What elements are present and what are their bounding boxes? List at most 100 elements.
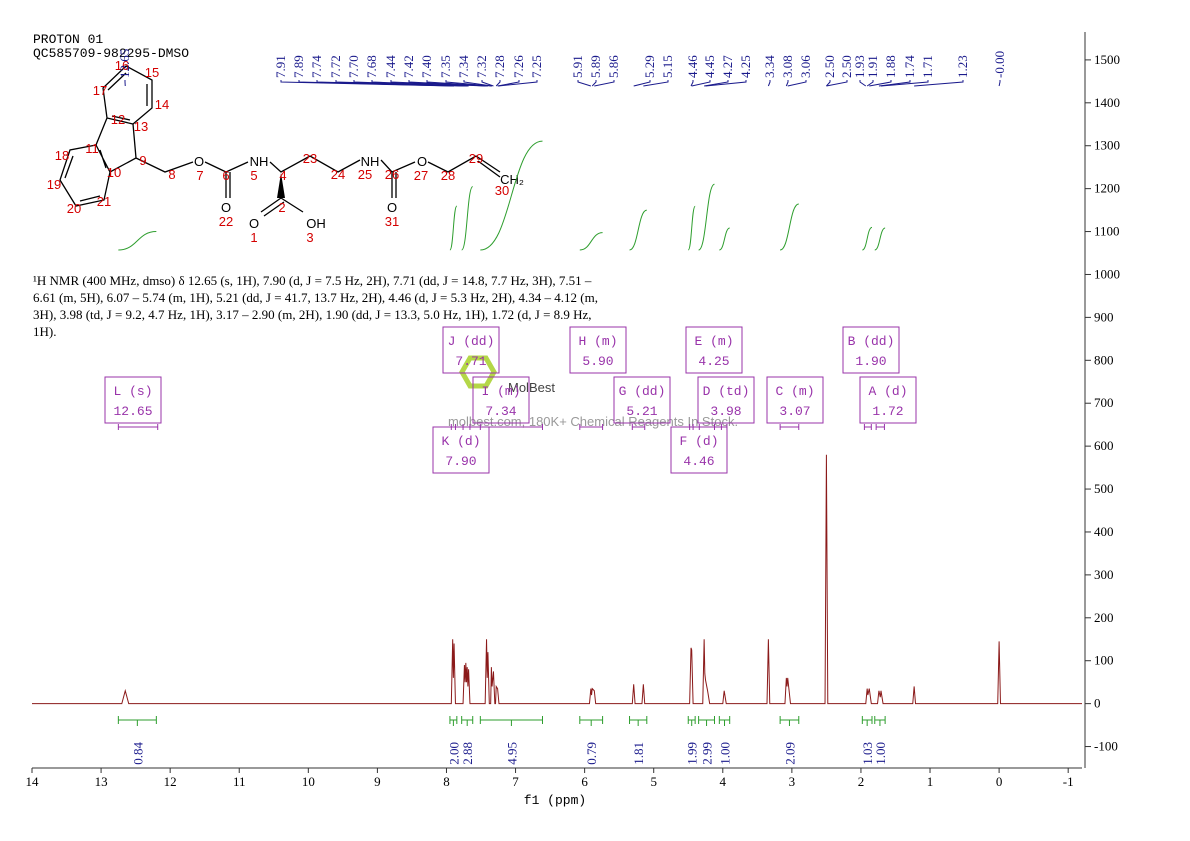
integral-label: 1.99 (685, 742, 700, 765)
peak-label: 7.89 (291, 55, 306, 78)
x-tick-label: 6 (581, 774, 588, 789)
watermark-logo (459, 355, 497, 389)
atom-number: 26 (385, 167, 399, 182)
multiplet-shift: 1.90 (855, 354, 886, 369)
peak-label: 4.45 (702, 55, 717, 78)
integral-curve (579, 232, 603, 251)
peak-label: 5.86 (606, 55, 621, 78)
multiplet-range (863, 424, 872, 430)
y-tick-label: 700 (1094, 395, 1114, 410)
multiplet-shift: 7.71 (455, 354, 486, 369)
atom-number: 13 (134, 119, 148, 134)
peak-label: 3.34 (762, 55, 777, 78)
integral-range (479, 716, 543, 726)
x-tick-label: 7 (512, 774, 519, 789)
multiplet-box (432, 426, 490, 474)
peak-leader (767, 80, 771, 87)
peak-label: 12.65 (117, 49, 132, 78)
multiplet-box (569, 326, 627, 374)
peak-leader (998, 80, 1001, 87)
integral-curve (862, 226, 873, 251)
peak-label: 1.93 (852, 55, 867, 78)
atom-label: NH (361, 154, 380, 169)
multiplet-name: E (m) (694, 334, 733, 349)
acid-bonds (260, 197, 304, 217)
multiplet-box (766, 376, 824, 424)
multiplet-box (472, 376, 530, 424)
peak-label: 2.50 (839, 55, 854, 78)
atom-number: 22 (219, 214, 233, 229)
integral-curve (719, 227, 730, 251)
y-tick-label: 1500 (1094, 52, 1120, 67)
peak-leader (704, 80, 729, 87)
atom-label: OH (306, 216, 326, 231)
atom-number: 31 (385, 214, 399, 229)
peak-label: 1.91 (865, 55, 880, 78)
y-tick-label: 800 (1094, 352, 1114, 367)
peak-label: 7.70 (346, 55, 361, 78)
peak-label: 7.25 (529, 55, 544, 78)
multiplet-range (875, 424, 885, 430)
integral-label: 4.95 (504, 742, 519, 765)
atom-number: 24 (331, 167, 345, 182)
integral-label: 0.84 (130, 742, 145, 765)
atom-number: 23 (303, 151, 317, 166)
peak-label: 7.68 (364, 55, 379, 78)
multiplet-name: G (dd) (619, 384, 666, 399)
x-tick-label: 14 (26, 774, 40, 789)
peak-leader (371, 80, 469, 87)
atom-number: 28 (441, 168, 455, 183)
x-tick-label: -1 (1063, 774, 1074, 789)
peak-leader (869, 80, 892, 87)
atom-number: 12 (111, 112, 125, 127)
integral-range (874, 716, 886, 726)
multiplet-name: A (d) (868, 384, 907, 399)
x-tick-label: 13 (95, 774, 108, 789)
multiplet-box (442, 326, 500, 374)
y-tick-label: 900 (1094, 309, 1114, 324)
peak-leader (498, 80, 538, 87)
atom-number: 17 (93, 83, 107, 98)
y-tick-label: 1100 (1094, 224, 1120, 239)
integral-label: 0.79 (584, 742, 599, 765)
peak-leader (785, 80, 789, 87)
multiplet-box (697, 376, 755, 424)
integral-curve (698, 183, 715, 251)
y-tick-label: 600 (1094, 438, 1114, 453)
peak-leader (481, 80, 494, 87)
multiplet-shift: 4.25 (698, 354, 729, 369)
y-tick-label: 400 (1094, 524, 1114, 539)
peak-label: 5.89 (588, 55, 603, 78)
experiment-title: PROTON 01 (33, 32, 103, 47)
peak-label: 7.42 (401, 55, 416, 78)
x-tick-label: 8 (443, 774, 450, 789)
atom-number: 1 (250, 230, 257, 245)
integral-label: 2.88 (460, 742, 475, 765)
peak-leader (691, 80, 711, 87)
peak-label: 7.91 (273, 55, 288, 78)
y-tick-label: 300 (1094, 567, 1114, 582)
integral-label: 1.03 (860, 742, 875, 765)
integral-range (117, 716, 157, 726)
multiplet-range (117, 424, 159, 430)
x-tick-label: 10 (302, 774, 315, 789)
peak-label: 4.25 (738, 55, 753, 78)
peak-label: 1.71 (920, 55, 935, 78)
peak-label: 5.15 (660, 55, 675, 78)
peak-leader (914, 80, 964, 87)
multiplet-range (631, 424, 646, 430)
peak-label: 4.27 (720, 55, 735, 78)
atom-label: O (387, 200, 397, 215)
atom-number: 27 (414, 168, 428, 183)
multiplet-box (859, 376, 917, 424)
multiplet-range (779, 424, 800, 430)
integral-curve (874, 227, 886, 251)
peak-leader (495, 80, 501, 87)
nmr-description: ¹H NMR (400 MHz, dmso) δ 12.65 (s, 1H), … (33, 273, 598, 339)
multiplet-range (450, 424, 456, 430)
integral-range (449, 716, 458, 726)
integral-curve (461, 186, 474, 251)
y-tick-label: 0 (1094, 696, 1101, 711)
